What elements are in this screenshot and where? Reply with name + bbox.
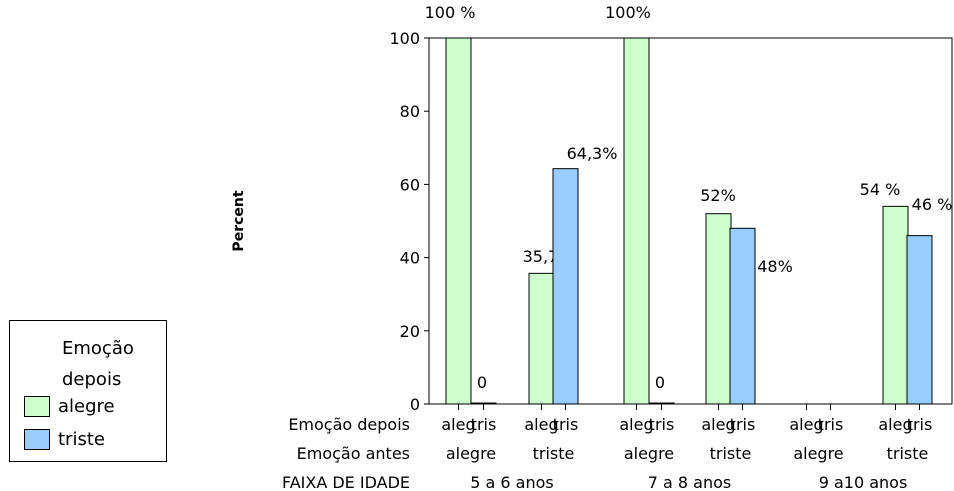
legend-swatch-alegre: [24, 396, 50, 417]
data-label-10: 54 %: [860, 180, 901, 199]
data-label-11: 46 %: [912, 195, 953, 214]
x-depois-label-5: tris: [649, 415, 675, 434]
y-tick-label-5: 100: [389, 29, 420, 48]
x-depois-label-8: aleg: [789, 415, 823, 434]
bar-4: [623, 37, 650, 405]
y-axis-label: Percent: [231, 190, 247, 251]
y-tick-label-1: 20: [400, 322, 420, 341]
row-label-emocao-depois: Emoção depois: [288, 415, 410, 434]
x-depois-label-0: aleg: [441, 415, 475, 434]
data-label-7: 48%: [757, 257, 793, 276]
legend: Emoção depois alegre triste: [9, 320, 167, 462]
x-depois-label-1: tris: [471, 415, 497, 434]
x-antes-label-2: alegre: [624, 444, 674, 463]
x-antes-label-5: triste: [887, 444, 929, 463]
y-tick-label-3: 60: [400, 175, 420, 194]
bar-0: [445, 37, 472, 405]
bar-5: [648, 402, 675, 405]
y-tick-label-2: 40: [400, 249, 420, 268]
data-label-1: 0: [477, 373, 487, 392]
legend-item-alegre: alegre: [24, 396, 115, 417]
legend-title-line2: depois: [62, 369, 122, 390]
data-label-5: 0: [655, 373, 665, 392]
plot-frame: [428, 37, 953, 405]
x-antes-label-0: alegre: [446, 444, 496, 463]
x-group-label-2: 9 a10 anos: [819, 473, 908, 491]
x-depois-label-11: tris: [907, 415, 933, 434]
x-depois-label-7: tris: [730, 415, 756, 434]
x-antes-label-3: triste: [710, 444, 752, 463]
bar-11: [906, 235, 933, 405]
data-label-0: 100 %: [425, 3, 476, 22]
row-label-emocao-antes: Emoção antes: [297, 444, 410, 463]
x-depois-label-2: aleg: [524, 415, 558, 434]
data-label-3: 64,3%: [567, 144, 618, 163]
row-label-faixa-de-idade: FAIXA DE IDADE: [282, 473, 410, 491]
bar-2: [528, 272, 555, 405]
legend-title-line1: Emoção: [62, 338, 134, 359]
x-antes-label-1: triste: [533, 444, 575, 463]
x-antes-label-4: alegre: [793, 444, 843, 463]
x-group-label-0: 5 a 6 anos: [470, 473, 554, 491]
x-depois-label-9: tris: [818, 415, 844, 434]
legend-swatch-triste: [24, 429, 50, 450]
x-depois-label-3: tris: [553, 415, 579, 434]
x-depois-label-4: aleg: [619, 415, 653, 434]
bar-1: [470, 402, 497, 405]
x-depois-label-6: aleg: [701, 415, 735, 434]
data-label-6: 52%: [700, 186, 736, 205]
bar-6: [705, 213, 732, 405]
x-depois-label-10: aleg: [878, 415, 912, 434]
legend-item-triste: triste: [24, 429, 105, 450]
data-label-4: 100%: [605, 3, 651, 22]
y-tick-label-4: 80: [400, 102, 420, 121]
x-group-label-1: 7 a 8 anos: [648, 473, 732, 491]
y-tick-label-0: 0: [410, 395, 420, 414]
legend-label-alegre: alegre: [58, 396, 115, 417]
legend-title: Emoção depois: [62, 333, 134, 395]
bar-7: [729, 227, 756, 405]
bar-10: [882, 205, 909, 405]
legend-label-triste: triste: [58, 429, 105, 450]
bar-3: [552, 168, 579, 405]
